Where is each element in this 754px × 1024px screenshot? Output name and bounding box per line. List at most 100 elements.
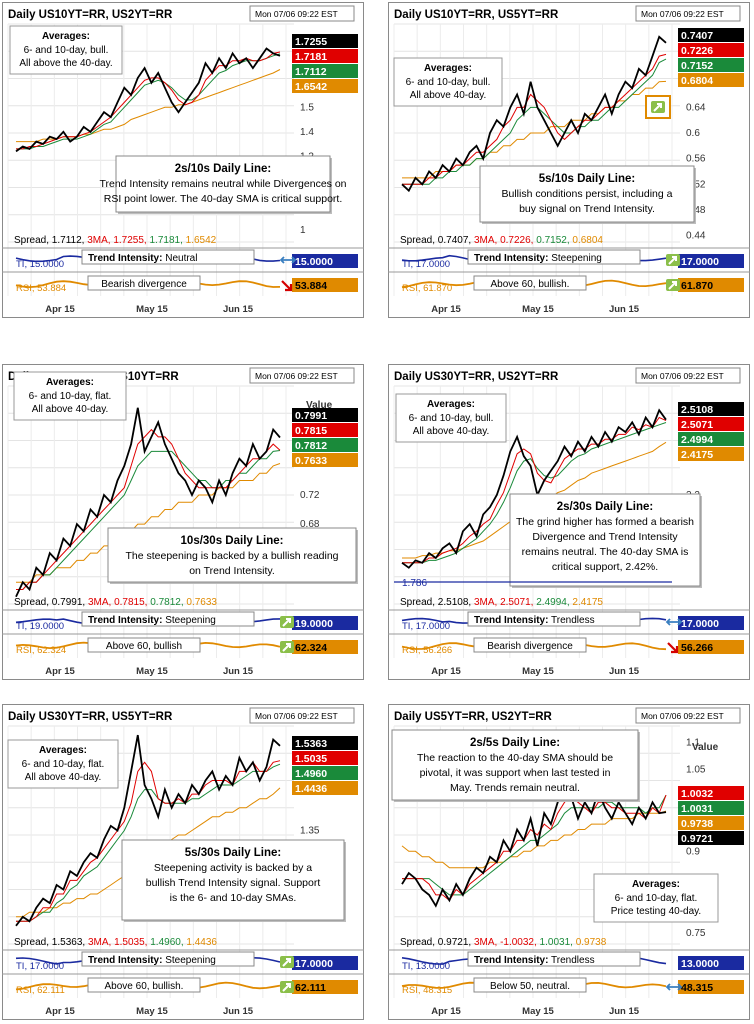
spread-readout-label: Spread, 1.5363, — [14, 937, 85, 948]
ti-status-box — [467, 249, 641, 265]
spread-readout-ma_label: 3MA, — [85, 597, 111, 608]
x-tick-label: Jun 15 — [223, 666, 254, 677]
ti-title: Trend Intensity: — [474, 615, 548, 626]
ti-label: TI, 13.0000 — [402, 961, 450, 972]
value-tag-box — [678, 402, 744, 416]
ti-status-value: Trendless — [548, 955, 594, 966]
chart-title: Daily US10YT=RR, US5YT=RR — [394, 9, 559, 21]
spread-readout: Spread, 0.7991, 3MA, 0.7815, 0.7812, 0.7… — [14, 597, 217, 608]
value-tag-box — [678, 28, 744, 42]
rsi-status: Bearish divergence — [101, 279, 187, 290]
callout-box — [107, 527, 357, 583]
callout-title: 5s/30s Daily Line: — [185, 847, 282, 859]
extra-level-label: 1.786 — [402, 578, 427, 589]
spread-readout-v2: 1.7181, — [147, 235, 183, 246]
ti-status-value: Neutral — [162, 253, 197, 264]
x-tick-label: Apr 15 — [45, 1006, 75, 1017]
rsi-status-box — [87, 275, 201, 291]
ti-value-box — [678, 616, 744, 630]
chart-title: Daily US30YT=RR, US2YT=RR — [394, 371, 559, 383]
averages-title: Averages: — [632, 879, 680, 890]
ti-title: Trend Intensity: — [88, 615, 162, 626]
rsi-value: 53.884 — [295, 280, 327, 292]
callout-line: May. Trends remain neutral. — [450, 782, 580, 794]
callout-box — [391, 729, 639, 801]
spread-readout-v2: 2.4994, — [533, 597, 569, 608]
timestamp-box — [635, 707, 741, 724]
callout-line: Trend Intensity remains neutral while Di… — [99, 178, 346, 190]
ti-status-box — [467, 611, 641, 627]
callout-box — [121, 839, 345, 921]
callout-line: bullish Trend Intensity signal. Support — [146, 877, 321, 889]
ti-signal-icon — [666, 254, 680, 266]
callout-line: Divergence and Trend Intensity — [532, 531, 678, 543]
rsi-signal-icon — [665, 983, 683, 991]
value-tag-box — [678, 816, 744, 830]
rsi-label: RSI, 56.266 — [402, 645, 452, 656]
ti-status: Trend Intensity: Steepening — [88, 955, 216, 966]
callout-box — [509, 493, 701, 587]
value-tag-box — [678, 786, 744, 800]
series-line-0 — [15, 734, 281, 927]
timestamp-box — [249, 367, 355, 384]
x-tick-label: Jun 15 — [609, 1006, 640, 1017]
y-tick-label: 1.35 — [300, 825, 320, 836]
callout-title: 2s/5s Daily Line: — [470, 737, 560, 749]
rsi-value-box — [678, 278, 744, 292]
y-tick-label: 0.44 — [686, 231, 706, 242]
value-tag: 1.5363 — [295, 738, 327, 750]
value-tag-box — [292, 766, 358, 780]
averages-line: All above 40-day. — [25, 772, 102, 783]
rsi-signal-icon-glyph — [282, 643, 291, 652]
callout-line: The grind higher has formed a bearish — [516, 516, 694, 528]
timestamp: Mon 07/06 09:22 EST — [641, 9, 724, 19]
value-tag-box — [678, 432, 744, 446]
spread-readout-ma_label: 3MA, — [471, 597, 497, 608]
ti-label: TI, 17.0000 — [16, 961, 64, 972]
y-tick-label: 0.56 — [686, 154, 706, 165]
callout-line: on Trend Intensity. — [189, 565, 275, 577]
series-line-2 — [16, 53, 281, 150]
averages-line: 6- and 10-day, flat. — [29, 391, 112, 402]
value-header: Value — [306, 400, 333, 411]
rsi-status: Below 50, neutral. — [490, 981, 570, 992]
y-tick-label: 0.75 — [686, 928, 706, 939]
y-tick-label: 1.5 — [300, 102, 314, 113]
y-tick-label: 1.1 — [686, 737, 700, 748]
spread-readout-v2: 0.7812, — [147, 597, 183, 608]
x-tick-label: Apr 15 — [45, 666, 75, 677]
series-line-2 — [16, 763, 281, 922]
value-tag: 1.7112 — [295, 66, 327, 78]
averages-line: 6- and 10-day, bull. — [409, 413, 494, 424]
series-line-1 — [402, 416, 667, 564]
value-tag-box — [292, 79, 358, 93]
value-tag-box — [678, 447, 744, 461]
callout-line: critical support, 2.42%. — [552, 561, 658, 573]
rsi-label: RSI, 48.315 — [402, 985, 452, 996]
spread-readout-v2: 1.4960, — [147, 937, 183, 948]
rsi-signal-icon — [666, 279, 680, 291]
rsi-status-box — [473, 977, 587, 993]
x-tick-label: May 15 — [522, 304, 554, 315]
value-tag: 0.7226 — [681, 45, 713, 57]
series-line-0 — [401, 408, 667, 569]
ti-signal-icon-glyph — [665, 618, 683, 626]
x-tick-label: May 15 — [136, 1006, 168, 1017]
averages-line: 6- and 10-day, bull. — [24, 45, 109, 56]
value-tag: 1.0032 — [681, 788, 713, 800]
rsi-signal-icon — [280, 641, 294, 653]
value-tag: 0.7152 — [681, 60, 713, 72]
y-tick-label: 0.64 — [686, 102, 706, 113]
ti-title: Trend Intensity: — [88, 253, 162, 264]
highlight-buy-glyph — [653, 103, 662, 112]
timestamp: Mon 07/06 09:22 EST — [641, 711, 724, 721]
series-line-2 — [402, 58, 667, 185]
spread-readout-v2: 0.7152, — [533, 235, 569, 246]
averages-title: Averages: — [427, 399, 475, 410]
value-tag-box — [292, 781, 358, 795]
averages-box — [7, 739, 119, 789]
averages-line: Price testing 40-day. — [611, 906, 701, 917]
averages-line: All above 40-day. — [410, 90, 487, 101]
rsi-status: Above 60, bullish — [106, 641, 182, 652]
rsi-signal-icon-glyph — [282, 983, 291, 992]
